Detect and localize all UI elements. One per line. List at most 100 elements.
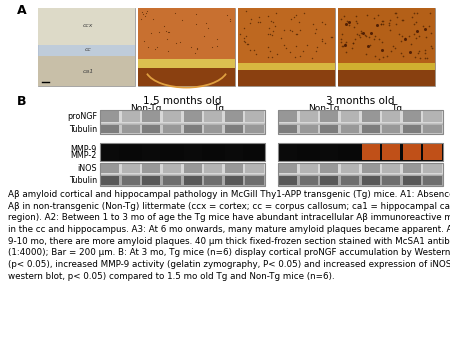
- Bar: [100, 143, 265, 161]
- Bar: [122, 125, 140, 133]
- Bar: [238, 8, 335, 86]
- Text: Aβ amyloid cortical and hippocampal pathology in McGill Thy1-APP transgenic (Tg): Aβ amyloid cortical and hippocampal path…: [8, 190, 450, 281]
- Bar: [300, 176, 318, 185]
- Bar: [101, 164, 119, 173]
- Bar: [279, 111, 297, 122]
- Bar: [204, 176, 222, 185]
- Bar: [361, 164, 380, 173]
- Bar: [122, 111, 140, 122]
- Bar: [100, 124, 265, 134]
- Bar: [204, 125, 222, 133]
- Bar: [341, 176, 359, 185]
- Bar: [225, 125, 243, 133]
- Bar: [100, 110, 265, 123]
- Bar: [338, 8, 435, 64]
- Text: ca1: ca1: [83, 70, 94, 74]
- Bar: [204, 164, 222, 173]
- Bar: [100, 110, 265, 123]
- Bar: [279, 144, 297, 160]
- Bar: [300, 125, 318, 133]
- Bar: [403, 164, 421, 173]
- Bar: [163, 125, 181, 133]
- Bar: [245, 176, 264, 185]
- Bar: [361, 125, 380, 133]
- Bar: [320, 125, 338, 133]
- Text: B: B: [17, 95, 27, 108]
- Bar: [100, 163, 265, 174]
- Text: Non-Tg: Non-Tg: [130, 104, 162, 113]
- Bar: [100, 163, 265, 174]
- Bar: [278, 143, 443, 161]
- Bar: [163, 164, 181, 173]
- Bar: [403, 125, 421, 133]
- Bar: [278, 110, 443, 134]
- Bar: [382, 144, 400, 160]
- Bar: [278, 163, 443, 186]
- Bar: [341, 144, 359, 160]
- Bar: [38, 56, 135, 86]
- Bar: [279, 164, 297, 173]
- Bar: [423, 111, 441, 122]
- Bar: [382, 164, 400, 173]
- Bar: [138, 8, 235, 59]
- Bar: [245, 144, 264, 160]
- Bar: [278, 110, 443, 123]
- Bar: [423, 164, 441, 173]
- Bar: [101, 125, 119, 133]
- Bar: [279, 125, 297, 133]
- Bar: [238, 8, 335, 63]
- Text: MMP-9: MMP-9: [71, 145, 97, 154]
- Bar: [38, 8, 135, 86]
- Text: ccx: ccx: [83, 23, 94, 28]
- Bar: [225, 144, 243, 160]
- Bar: [300, 144, 318, 160]
- Bar: [382, 111, 400, 122]
- Bar: [184, 125, 202, 133]
- Bar: [142, 125, 161, 133]
- Bar: [278, 124, 443, 134]
- Bar: [38, 45, 135, 56]
- Bar: [341, 164, 359, 173]
- Bar: [184, 144, 202, 160]
- Bar: [320, 176, 338, 185]
- Bar: [100, 175, 265, 186]
- Bar: [163, 144, 181, 160]
- Bar: [138, 59, 235, 68]
- Text: Non-Tg: Non-Tg: [308, 104, 340, 113]
- Bar: [300, 164, 318, 173]
- Bar: [100, 163, 265, 186]
- Bar: [320, 164, 338, 173]
- Bar: [100, 124, 265, 134]
- Bar: [204, 111, 222, 122]
- Bar: [278, 143, 443, 161]
- Bar: [278, 143, 443, 161]
- Bar: [122, 144, 140, 160]
- Bar: [38, 8, 135, 45]
- Bar: [101, 176, 119, 185]
- Bar: [423, 144, 441, 160]
- Bar: [238, 63, 335, 70]
- Bar: [361, 144, 380, 160]
- Bar: [320, 111, 338, 122]
- Bar: [122, 164, 140, 173]
- Bar: [163, 176, 181, 185]
- Bar: [278, 110, 443, 123]
- Bar: [338, 8, 435, 86]
- Text: proNGF: proNGF: [67, 112, 97, 121]
- Bar: [320, 144, 338, 160]
- Bar: [184, 176, 202, 185]
- Bar: [184, 164, 202, 173]
- Text: iNOS: iNOS: [77, 164, 97, 173]
- Bar: [278, 175, 443, 186]
- Bar: [122, 176, 140, 185]
- Bar: [403, 111, 421, 122]
- Bar: [101, 111, 119, 122]
- Bar: [341, 111, 359, 122]
- Bar: [142, 144, 161, 160]
- Bar: [278, 163, 443, 174]
- Bar: [423, 176, 441, 185]
- Bar: [204, 144, 222, 160]
- Bar: [278, 175, 443, 186]
- Bar: [101, 144, 119, 160]
- Bar: [138, 68, 235, 86]
